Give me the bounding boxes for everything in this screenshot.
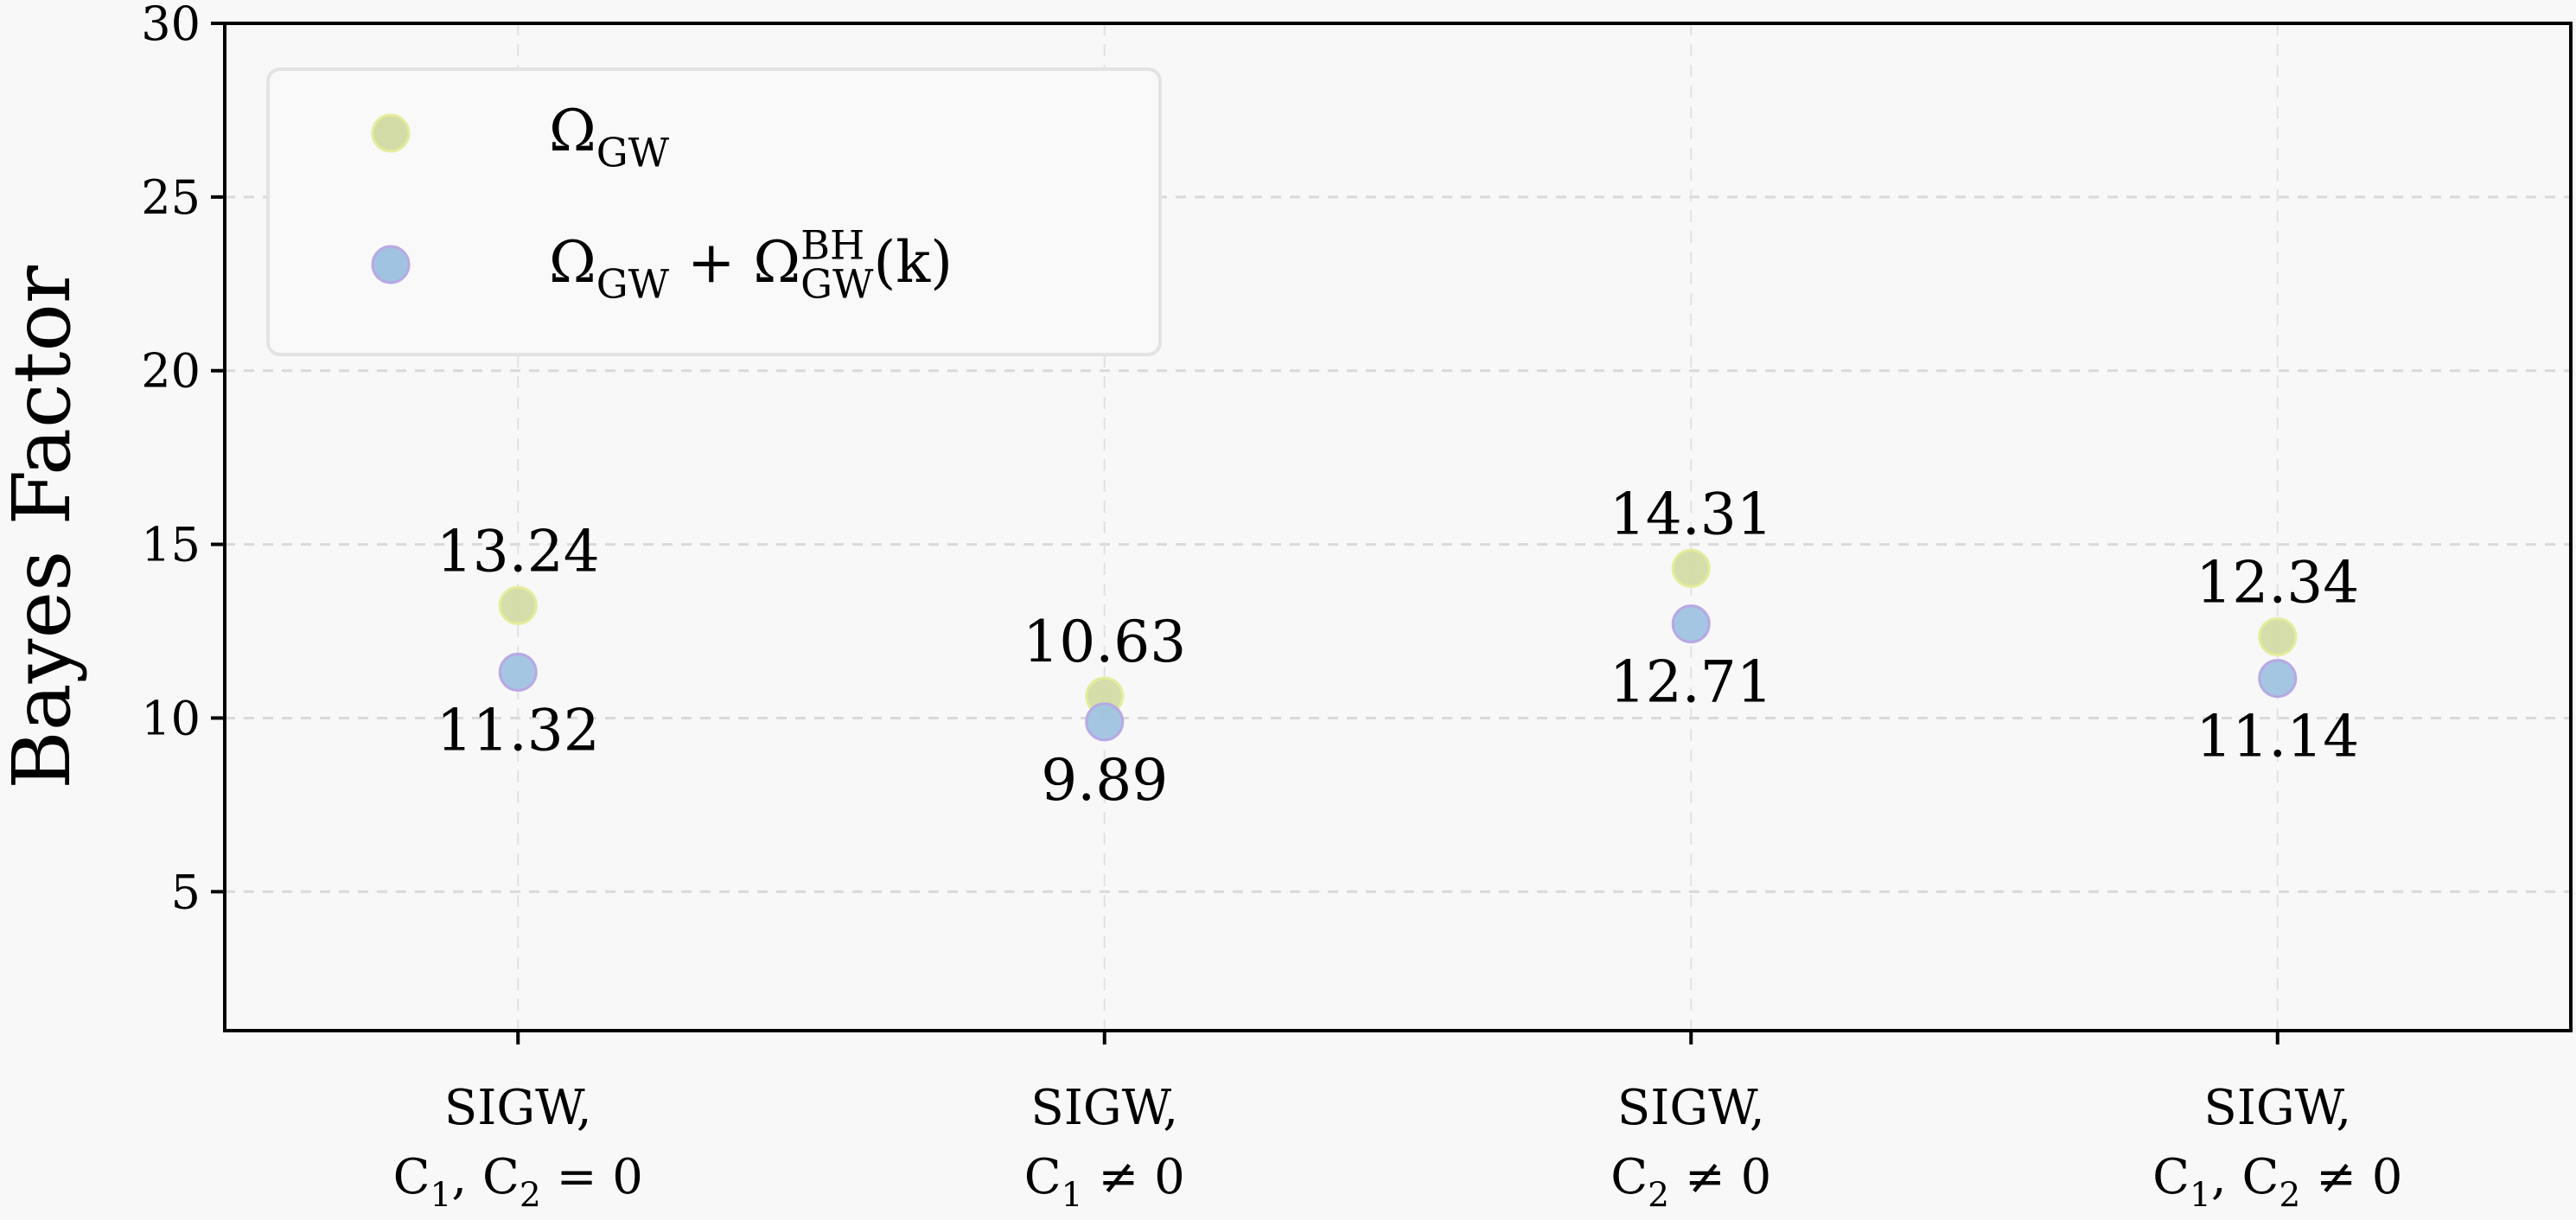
x-tick-label: C1, C2 = 0 xyxy=(393,1149,643,1216)
x-tick-label: SIGW, xyxy=(444,1080,592,1136)
data-label: 14.31 xyxy=(1610,481,1773,547)
y-tick-label: 15 xyxy=(141,518,201,572)
legend-box xyxy=(266,67,1162,356)
data-label: 12.34 xyxy=(2196,549,2359,616)
y-tick-label: 10 xyxy=(141,691,201,745)
data-point-series-1 xyxy=(498,652,538,692)
data-label: 13.24 xyxy=(437,518,600,584)
data-label: 10.63 xyxy=(1023,609,1186,675)
data-point-series-0 xyxy=(2258,616,2298,656)
data-point-series-1 xyxy=(1085,702,1125,742)
legend: ΩGW ΩGW + ΩBH GW(k) xyxy=(266,67,1162,356)
legend-entry-label: ΩGW + ΩBH GW(k) xyxy=(549,222,953,308)
data-label: 11.32 xyxy=(437,697,600,763)
data-point-series-0 xyxy=(498,585,538,625)
data-points: 13.24 10.63 14.31 12.34 11.32 9.89 12.71 11.14 xyxy=(437,481,2359,814)
ticks: 5 10 15 20 25 30 SIGW, C1, C2 = 0 SIGW, C1 ≠ 0 SIG… xyxy=(141,0,2402,1216)
y-tick-label: 25 xyxy=(141,170,201,225)
data-point-series-1 xyxy=(1671,604,1711,644)
y-tick-label: 20 xyxy=(141,344,201,399)
x-tick-label: SIGW, xyxy=(2203,1080,2351,1136)
x-tick-label: C1 ≠ 0 xyxy=(1024,1149,1185,1216)
axes-frame xyxy=(223,22,2573,1032)
y-tick-label: 30 xyxy=(141,0,201,51)
x-tick-label: C2 ≠ 0 xyxy=(1610,1149,1771,1216)
x-tick-label: C1, C2 ≠ 0 xyxy=(2152,1149,2402,1216)
data-label: 11.14 xyxy=(2196,704,2359,770)
legend-marker xyxy=(371,245,411,284)
y-axis-label: Bayes Factor xyxy=(0,265,88,789)
data-label: 12.71 xyxy=(1610,649,1773,716)
data-point-series-0 xyxy=(1671,548,1711,588)
legend-marker xyxy=(371,113,411,153)
legend-entry-label: ΩGW xyxy=(549,98,670,176)
x-tick-label: SIGW, xyxy=(1617,1080,1765,1136)
y-tick-label: 5 xyxy=(171,865,201,919)
x-tick-label: SIGW, xyxy=(1030,1080,1178,1136)
data-point-series-1 xyxy=(2258,659,2298,699)
data-label: 9.89 xyxy=(1041,747,1168,814)
